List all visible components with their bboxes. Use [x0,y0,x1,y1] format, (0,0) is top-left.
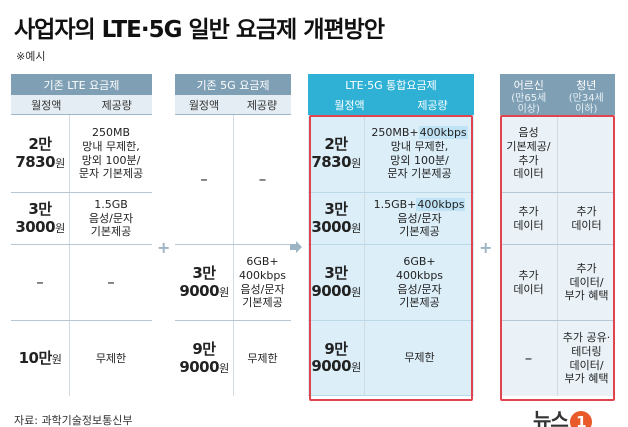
integrated-data-header: 제공량 [417,99,448,112]
example-note: ※예시 [16,50,46,63]
price-cell: 3만 9000원 [179,264,229,300]
senior-cell: – [524,349,533,368]
table-row: – – [175,115,291,245]
price-cell: 2만 7830원 [15,135,65,171]
price-cell: 3만 9000원 [311,264,361,300]
data-cell: 무제한 [233,321,291,396]
table-row: 음성 기본제공/ 추가 데이터 [500,115,615,193]
data-cell: 무제한 [364,321,474,395]
price-cell: 9만 9000원 [179,340,229,376]
data-cell: – [69,245,152,320]
source-note: 자료: 과학기술정보통신부 [14,414,133,427]
price-cell: – [36,273,44,292]
senior-header: 어르신 (만65세 이상) [511,79,547,115]
table-row: 10만원 무제한 [11,321,152,396]
youth-cell [557,115,615,192]
plus-operator: + [479,238,493,257]
youth-header: 청년 (만34세 이하) [568,79,604,115]
5g-column-headers: 월정액 제공량 [175,95,291,115]
data-cell: 6GB+ 400kbps 음성/문자 기본제공 [233,245,291,320]
special-plan-panel: 어르신 (만65세 이상) 청년 (만34세 이하) 음성 기본제공/ 추가 데… [500,74,615,396]
table-row: 2만 7830원 250MB 망내 무제한, 망외 100분/ 문자 기본제공 [11,115,152,193]
data-cell: 250MB 망내 무제한, 망외 100분/ 문자 기본제공 [69,115,152,192]
integrated-plan-panel: LTE·5G 통합요금제 월정액 제공량 2만 7830원 250MB+400kb… [308,74,474,396]
5g-panel-header: 기존 5G 요금제 [175,74,291,95]
data-cell: 6GB+ 400kbps 음성/문자 기본제공 [364,245,474,320]
integrated-column-headers: 월정액 제공량 [308,95,474,115]
table-row: 3만 3000원 1.5GB 음성/문자 기본제공 [11,193,152,245]
table-row: 3만 9000원 6GB+ 400kbps 음성/문자 기본제공 [308,245,474,321]
lte-data-header: 제공량 [101,98,132,112]
table-row: 추가 데이터 추가 데이터/ 부가 혜택 [500,245,615,321]
data-cell: 1.5GB 음성/문자 기본제공 [69,193,152,244]
senior-cell: 추가 데이터 [513,268,544,296]
5g-price-header: 월정액 [188,98,220,112]
data-cell: 1.5GB+400kbps 음성/문자 기본제공 [364,193,474,244]
5g-data-header: 제공량 [246,98,278,112]
data-cell: 무제한 [69,321,152,396]
table-row: 추가 데이터 추가 데이터 [500,193,615,245]
youth-cell: 추가 데이터 [557,193,615,244]
senior-cell: 추가 데이터 [513,204,544,232]
data-cell: – [233,115,291,244]
integrated-panel-header: LTE·5G 통합요금제 [308,74,474,95]
youth-cell: 추가 공유· 테더링 데이터/ 부가 혜택 [557,321,615,396]
integrated-price-header: 월정액 [334,99,365,112]
senior-cell: 음성 기본제공/ 추가 데이터 [506,126,551,181]
page-title: 사업자의 LTE·5G 일반 요금제 개편방안 [14,17,385,43]
table-row: 2만 7830원 250MB+400kbps 망내 무제한, 망외 100분/ 문자… [308,115,474,193]
table-row: 3만 3000원 1.5GB+400kbps 음성/문자 기본제공 [308,193,474,245]
price-cell: 3만 3000원 [15,200,65,236]
5g-plan-panel: 기존 5G 요금제 월정액 제공량 – – 3만 9000원 6GB+ 400kb… [175,74,291,396]
price-cell: – [200,170,208,189]
data-cell: 250MB+400kbps 망내 무제한, 망외 100분/ 문자 기본제공 [364,115,474,192]
price-cell: 9만 9000원 [311,339,361,375]
table-row: 9만 9000원 무제한 [175,321,291,396]
price-cell: 2만 7830원 [311,135,361,171]
youth-cell: 추가 데이터/ 부가 혜택 [557,245,615,320]
table-row: 3만 9000원 6GB+ 400kbps 음성/문자 기본제공 [175,245,291,321]
table-row: – – [11,245,152,321]
arrow-right-icon [290,241,302,253]
special-panel-header: 어르신 (만65세 이상) 청년 (만34세 이하) [500,74,615,115]
price-cell: 10만원 [18,348,62,367]
table-row: – 추가 공유· 테더링 데이터/ 부가 혜택 [500,321,615,396]
news1-logo: 뉴스 1 [533,404,592,427]
lte-column-headers: 월정액 제공량 [11,95,152,115]
plus-operator: + [157,238,171,257]
lte-panel-header: 기존 LTE 요금제 [11,74,152,95]
table-row: 9만 9000원 무제한 [308,321,474,396]
lte-price-header: 월정액 [31,98,62,112]
price-cell: 3만 3000원 [311,200,361,236]
lte-plan-panel: 기존 LTE 요금제 월정액 제공량 2만 7830원 250MB 망내 무제한,… [11,74,152,396]
